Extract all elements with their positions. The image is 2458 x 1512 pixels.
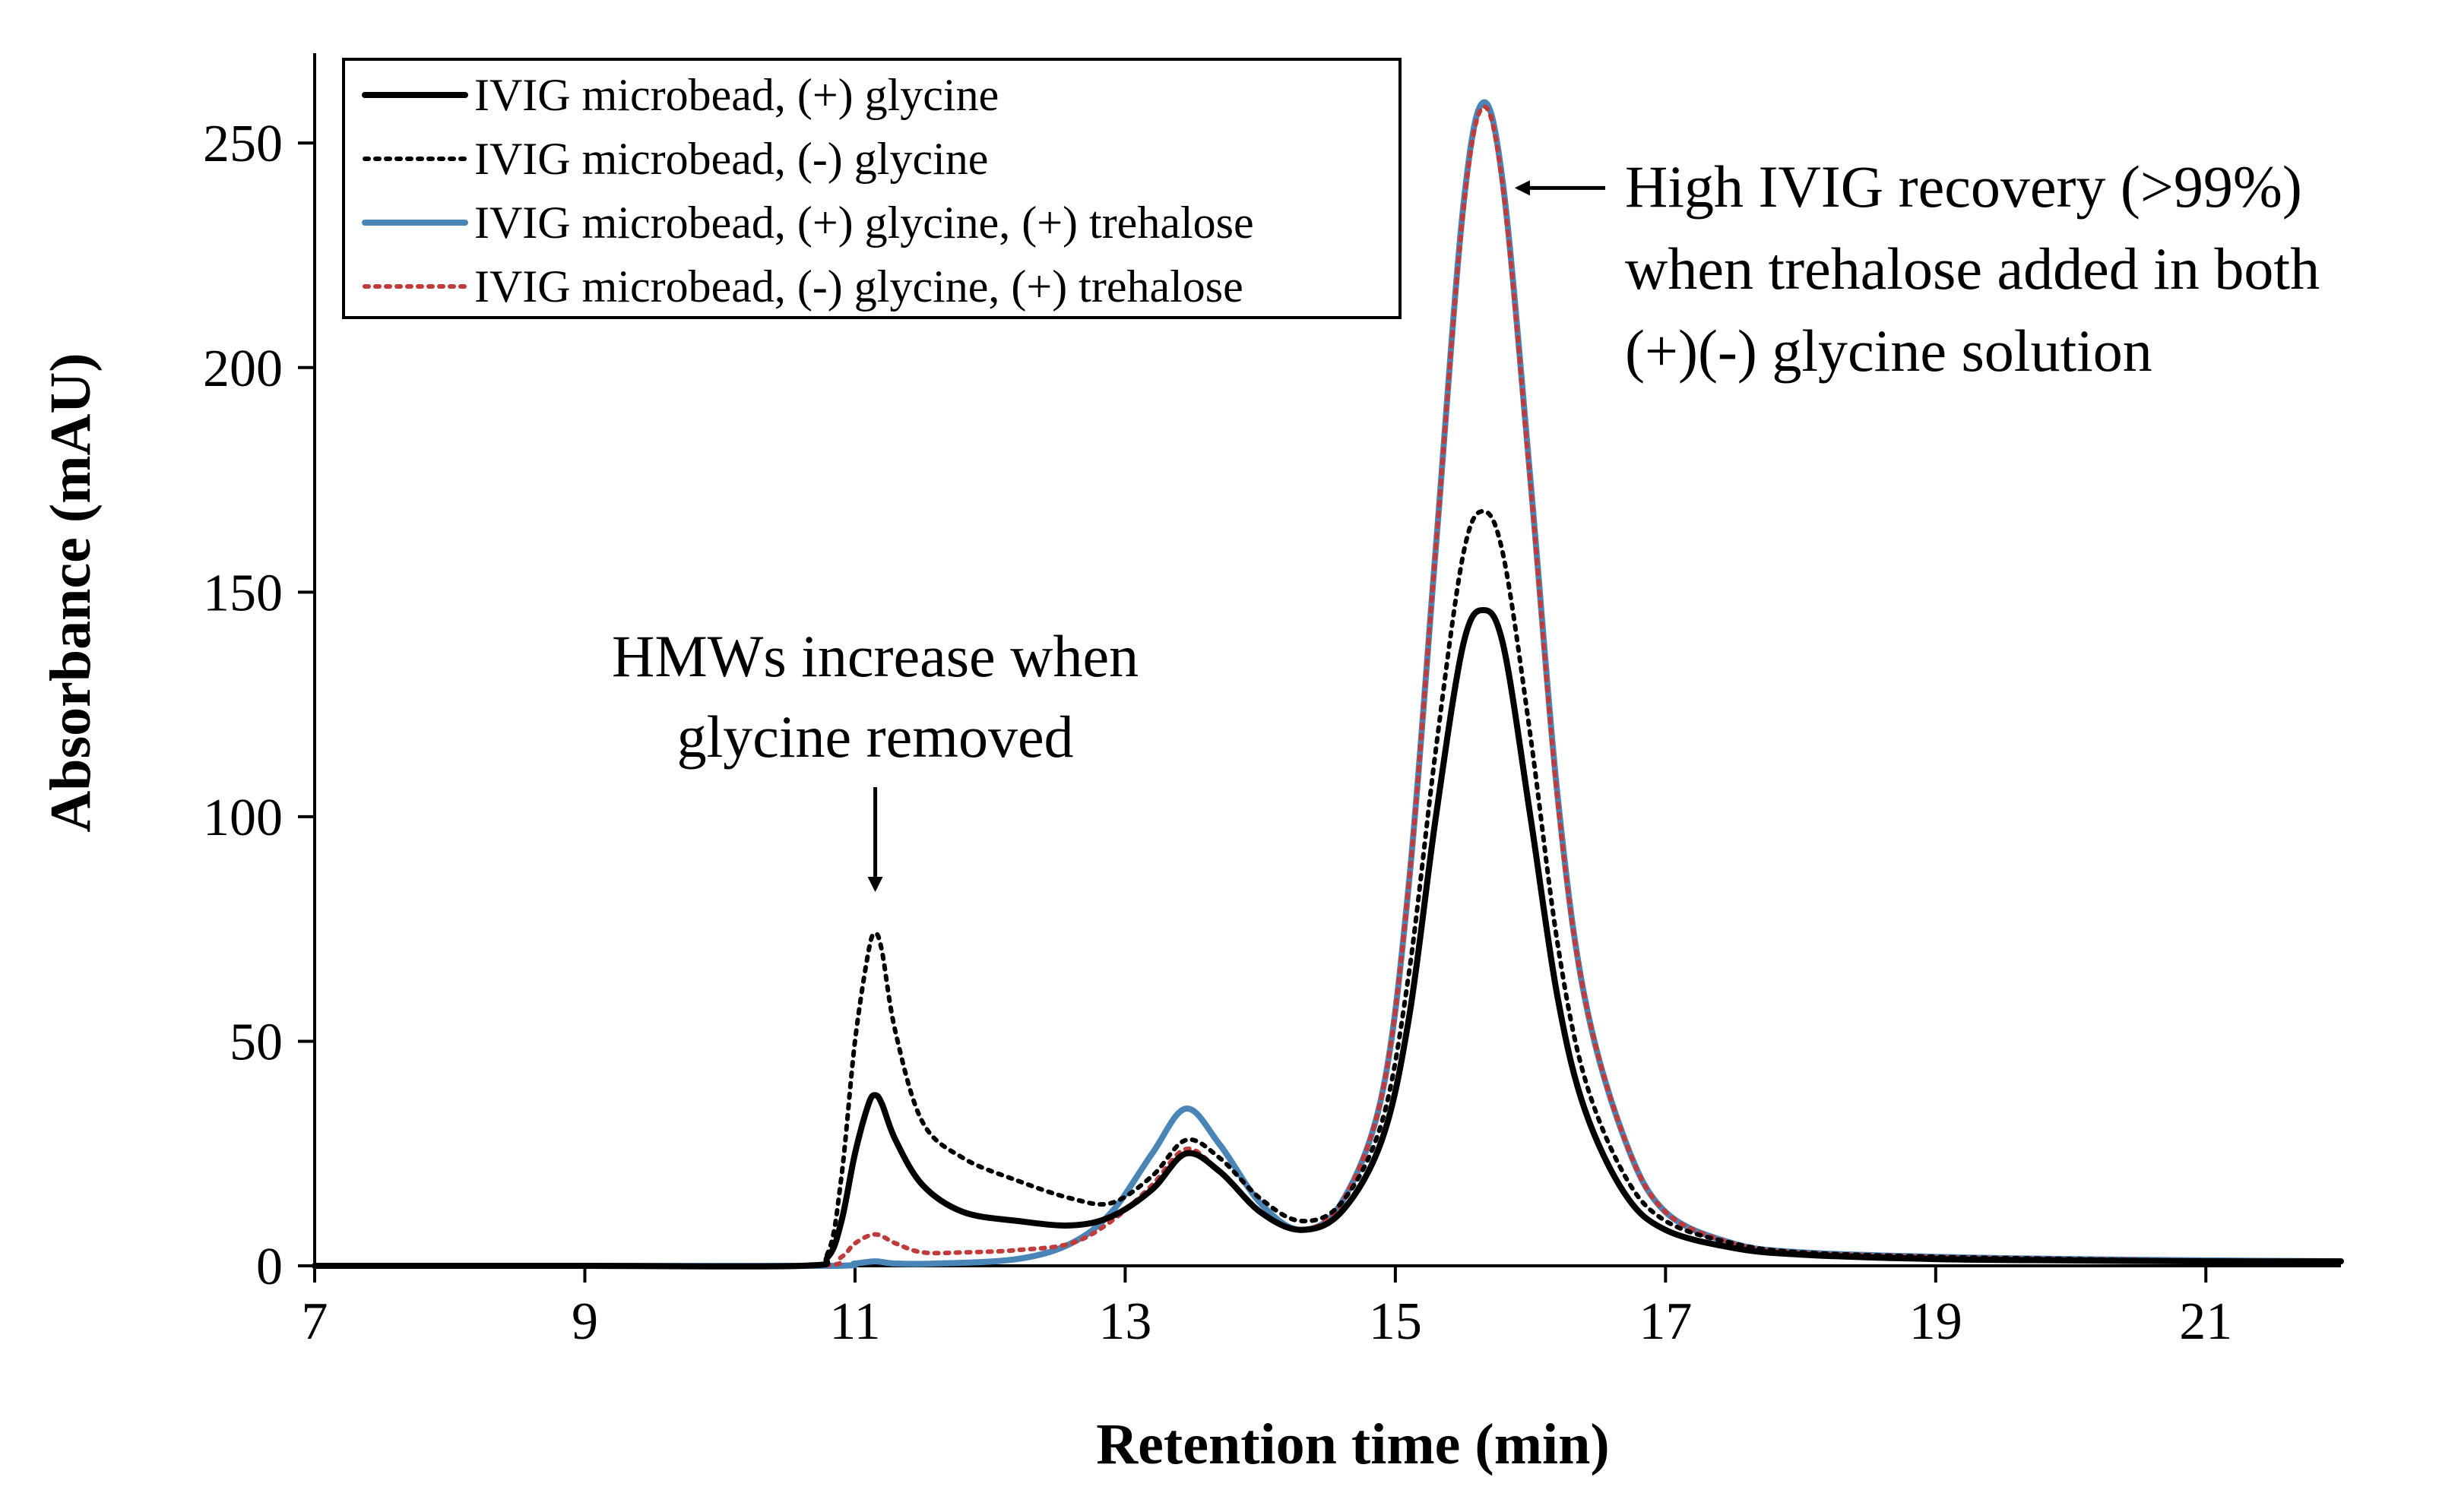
y-tick-label: 0 — [256, 1238, 283, 1296]
legend: IVIG microbead, (+) glycine IVIG microbea… — [342, 58, 1402, 319]
x-tick-label: 9 — [572, 1292, 598, 1351]
x-tick-label: 13 — [1098, 1292, 1151, 1351]
legend-label-1: IVIG microbead, (+) glycine — [474, 70, 999, 120]
annotation-hmw-line-2: glycine removed — [677, 704, 1074, 770]
series-lines — [312, 99, 2344, 1270]
legend-box — [342, 58, 1402, 319]
y-tick-label: 150 — [203, 564, 283, 622]
annotations: HMWs increase when glycine removed High IV… — [612, 153, 2320, 892]
y-tick-label: 100 — [203, 789, 283, 847]
series-line-1 — [312, 607, 2344, 1270]
x-tick-label: 17 — [1639, 1292, 1692, 1351]
x-tick-label: 15 — [1369, 1292, 1422, 1351]
x-tick-label: 7 — [302, 1292, 328, 1351]
y-axis-label: Absorbance (mAU) — [39, 353, 103, 832]
legend-label-4: IVIG microbead, (-) glycine, (+) trehalo… — [474, 261, 1243, 312]
y-tick-label: 200 — [203, 340, 283, 398]
legend-items: IVIG microbead, (+) glycine IVIG microbea… — [362, 70, 1254, 312]
series-line-4 — [312, 104, 2343, 1269]
legend-label-2: IVIG microbead, (-) glycine — [474, 134, 988, 184]
x-tick-label: 11 — [829, 1292, 880, 1351]
legend-label-3: IVIG microbead, (+) glycine, (+) trehalo… — [474, 198, 1254, 248]
annotation-recovery-line-1: High IVIG recovery (>99%) — [1625, 153, 2302, 220]
series-line-2 — [312, 508, 2343, 1270]
x-axis-label: Retention time (min) — [1096, 1412, 1609, 1476]
annotation-hmw-line-1: HMWs increase when — [612, 623, 1139, 689]
annotation-recovery-line-2: when trehalose added in both — [1625, 236, 2320, 302]
annotation-recovery-line-3: (+)(-) glycine solution — [1625, 318, 2152, 384]
y-tick-label: 50 — [230, 1013, 283, 1071]
x-tick-label: 19 — [1909, 1292, 1962, 1351]
x-tick-label: 21 — [2179, 1292, 2232, 1351]
y-tick-label: 250 — [203, 115, 283, 173]
axes: 7 9 11 13 15 17 19 21 0 50 100 150 200 250 — [203, 53, 2341, 1351]
